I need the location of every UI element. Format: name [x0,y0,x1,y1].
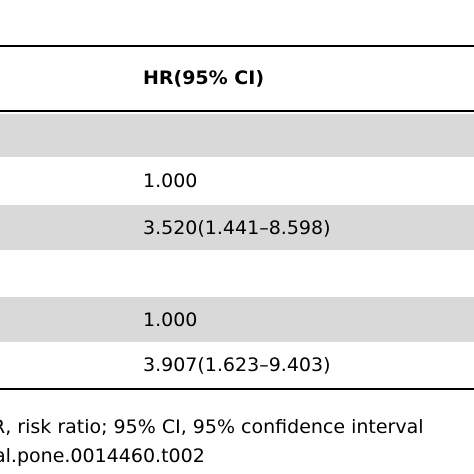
hr-cell: 1.000 [143,170,198,192]
table-row [0,114,474,157]
hr-cell: 3.520(1.441–8.598) [143,217,331,239]
table-header-row: HR(95% CI) [0,58,474,98]
table-row: 1.000 [0,297,474,342]
table-footnote: R, risk ratio; 95% CI, 95% confidence in… [0,416,424,438]
table-row: 3.520(1.441–8.598) [0,205,474,250]
table-doi: al.pone.0014460.t002 [0,445,205,467]
table-row: 3.907(1.623–9.403) [0,344,474,386]
hr-ci-column-header: HR(95% CI) [143,67,265,89]
top-rule [0,45,474,47]
table-row: 1.000 [0,159,474,202]
hr-cell: 1.000 [143,309,198,331]
table-row [0,252,474,295]
hr-cell: 3.907(1.623–9.403) [143,354,331,376]
header-rule [0,110,474,112]
bottom-rule [0,388,474,390]
